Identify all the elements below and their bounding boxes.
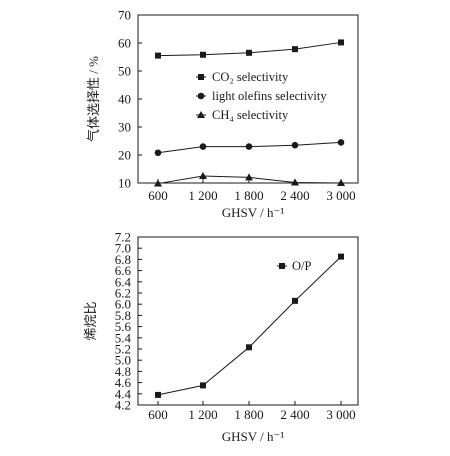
data-point bbox=[199, 143, 207, 150]
y-tick-label: 5.0 bbox=[115, 353, 131, 368]
data-point bbox=[292, 46, 298, 53]
x-axis-title: GHSV / h⁻¹ bbox=[222, 205, 285, 220]
x-tick-label: 3 000 bbox=[326, 407, 355, 422]
y-tick-label: 5.8 bbox=[115, 308, 131, 323]
plot-frame bbox=[137, 236, 359, 406]
legend-label: CH₄ selectivity bbox=[212, 108, 289, 122]
data-point bbox=[338, 253, 344, 260]
data-point bbox=[337, 179, 345, 186]
x-tick-label: 600 bbox=[148, 188, 168, 203]
data-point bbox=[337, 139, 345, 146]
x-tick-label: 1 200 bbox=[188, 407, 217, 422]
data-point bbox=[200, 51, 206, 58]
y-tick-label: 4.8 bbox=[115, 364, 131, 379]
x-tick-label: 2 400 bbox=[280, 188, 309, 203]
y-tick-label: 20 bbox=[118, 148, 131, 163]
x-tick-label: 1 800 bbox=[234, 407, 263, 422]
y-tick-label: 4.6 bbox=[115, 375, 132, 390]
data-point bbox=[291, 178, 299, 186]
legend-label: O/P bbox=[292, 259, 312, 273]
y-tick-label: 6.8 bbox=[115, 252, 131, 267]
x-tick-label: 600 bbox=[148, 407, 168, 422]
y-tick-label: 6.0 bbox=[115, 297, 131, 312]
y-axis-title: 烯烷比 bbox=[83, 301, 98, 340]
y-tick-label: 50 bbox=[118, 64, 131, 79]
legend-label: CO₂ selectivity bbox=[212, 70, 289, 84]
legend-marker bbox=[198, 74, 204, 80]
y-tick-label: 7.0 bbox=[115, 241, 131, 256]
y-tick-label: 7.2 bbox=[115, 230, 131, 245]
legend-marker bbox=[279, 263, 285, 269]
data-point bbox=[338, 39, 344, 46]
x-tick-label: 1 800 bbox=[234, 188, 263, 203]
legend-label: light olefins selectivity bbox=[212, 89, 327, 103]
data-point bbox=[200, 382, 206, 389]
legend-marker bbox=[197, 111, 205, 118]
x-tick-label: 1 200 bbox=[188, 188, 217, 203]
x-axis-title: GHSV / h⁻¹ bbox=[222, 429, 285, 444]
y-tick-label: 4.4 bbox=[115, 386, 132, 401]
data-point bbox=[155, 391, 161, 398]
y-tick-label: 10 bbox=[118, 176, 131, 191]
data-point bbox=[154, 149, 162, 157]
y-tick-label: 4.2 bbox=[115, 398, 131, 413]
y-tick-label: 6.2 bbox=[115, 286, 131, 301]
x-tick-label: 3 000 bbox=[326, 188, 355, 203]
data-point bbox=[245, 143, 253, 150]
y-tick-label: 40 bbox=[118, 92, 131, 107]
x-tick-label: 2 400 bbox=[280, 407, 309, 422]
chart-gas-selectivity: 10 20 30 40 50 60 70 600 1 200 1 800 2 400 3 000 GHS… bbox=[86, 8, 359, 220]
y-tick-label: 6.6 bbox=[115, 263, 132, 278]
data-point bbox=[292, 297, 298, 304]
series-line bbox=[157, 256, 342, 396]
y-tick-label: 60 bbox=[118, 36, 131, 51]
data-point bbox=[246, 49, 252, 56]
data-point bbox=[155, 52, 161, 59]
legend-marker bbox=[197, 92, 205, 100]
data-point bbox=[245, 173, 253, 181]
y-axis-title: 气体选择性 / % bbox=[86, 56, 101, 142]
data-point bbox=[154, 179, 162, 187]
y-tick-label: 5.2 bbox=[115, 342, 131, 357]
y-tick-label: 5.4 bbox=[115, 330, 132, 345]
y-tick-label: 5.6 bbox=[115, 319, 132, 334]
chart-olefin-paraffin-ratio: 4.24.44.64.85.05.25.45.65.86.06.26.46.66… bbox=[83, 230, 359, 444]
y-tick-label: 30 bbox=[118, 120, 131, 135]
y-tick-label: 6.4 bbox=[115, 274, 132, 289]
data-point bbox=[199, 172, 207, 179]
data-point bbox=[246, 344, 252, 351]
data-point bbox=[291, 141, 299, 149]
y-tick-label: 70 bbox=[118, 8, 131, 23]
